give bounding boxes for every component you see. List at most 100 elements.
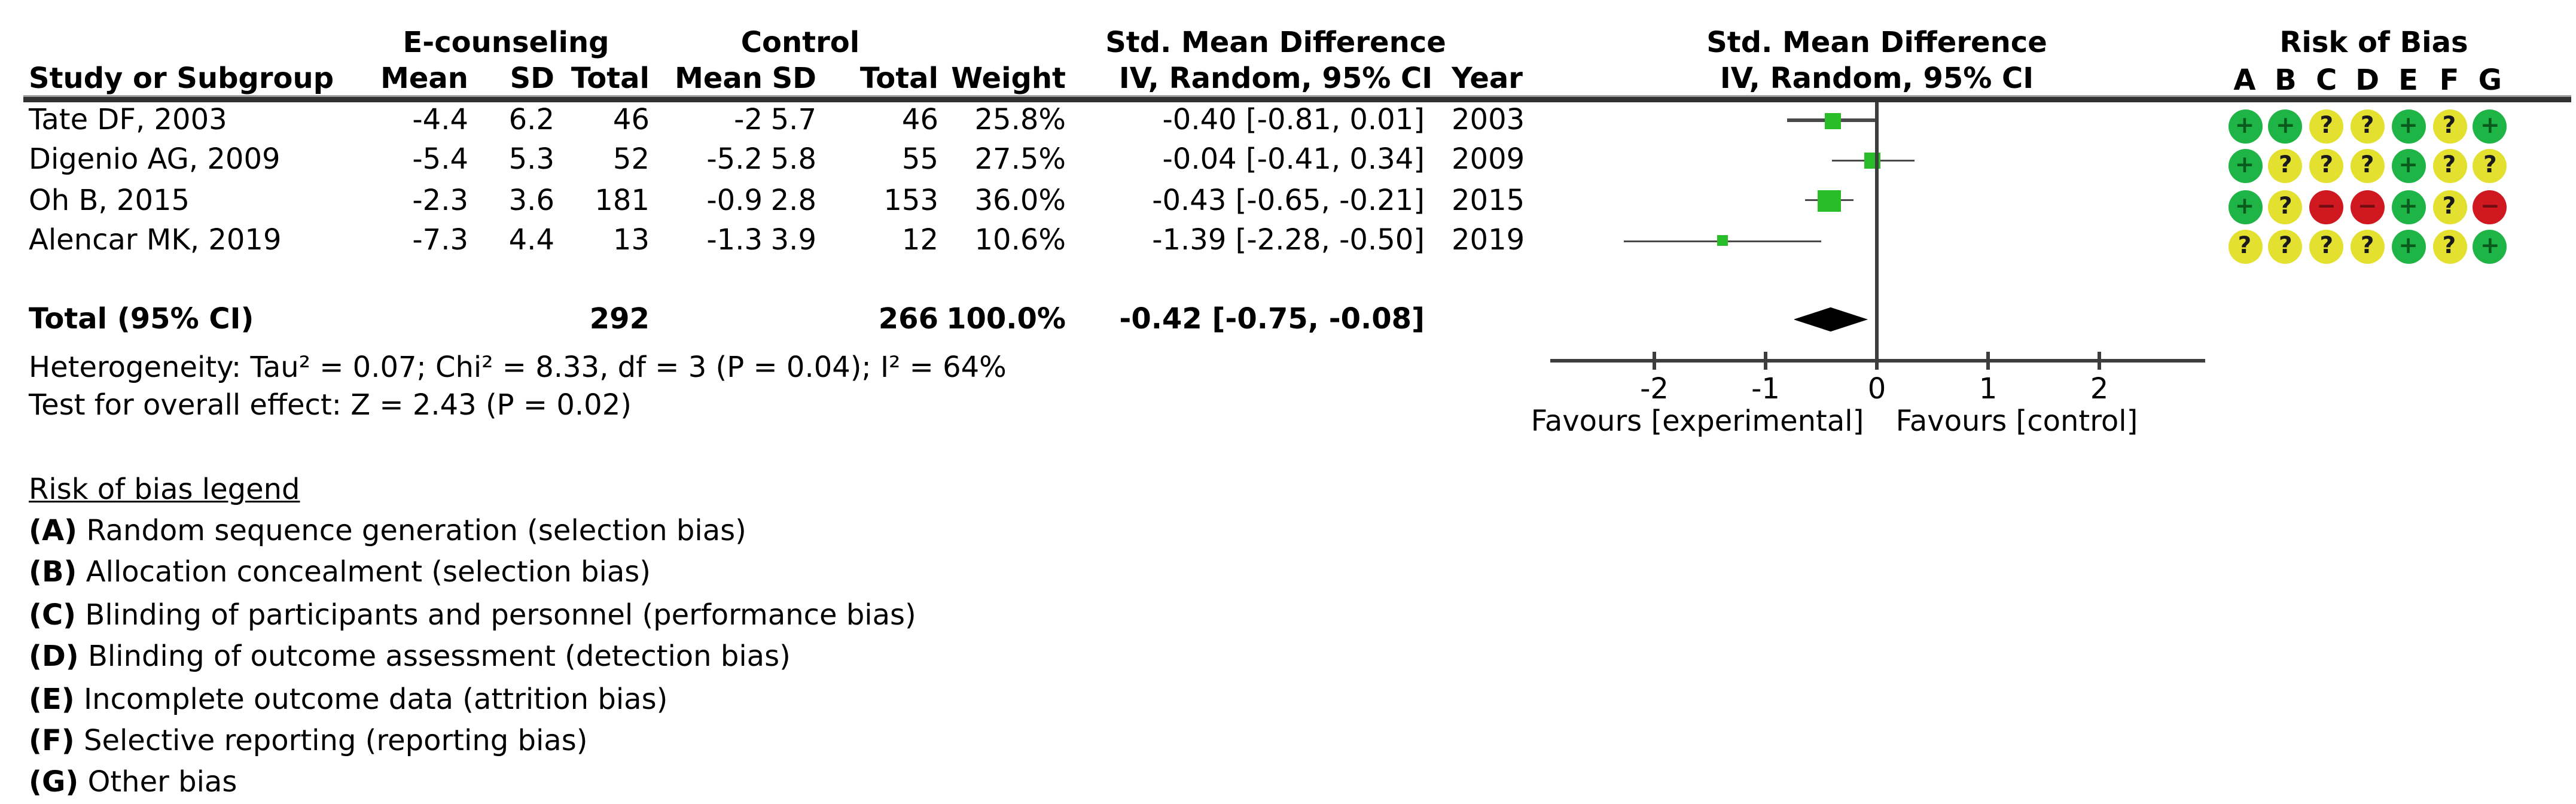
cell-ctl-total: 12 — [901, 223, 938, 257]
rob-circle-unclear: ? — [2432, 109, 2467, 144]
cell-ci-text: -1.39 [-2.28, -0.50] — [1152, 223, 1425, 257]
total-weight: 100.0% — [946, 302, 1066, 336]
axis-tick — [1653, 352, 1656, 370]
cell-exp-total: 181 — [595, 182, 650, 217]
axis-tick — [1764, 352, 1767, 370]
plot-ci-subtitle: IV, Random, 95% CI — [1720, 61, 2034, 95]
cell-ctl-sd: 2.8 — [770, 182, 816, 217]
rob-circle-unclear: ? — [2473, 150, 2507, 184]
cell-ctl-sd: 3.9 — [770, 223, 816, 257]
cell-ctl-total: 153 — [883, 182, 938, 217]
cell-ctl-sd: 5.7 — [770, 102, 816, 136]
rob-letter-b: B — [2275, 63, 2297, 97]
overall-effect-line: Test for overall effect: Z = 2.43 (P = 0… — [29, 388, 632, 422]
rob-circle-unclear: ? — [2268, 230, 2303, 264]
rob-circle-unclear: ? — [2309, 150, 2344, 184]
rob-circle-unclear: ? — [2432, 230, 2467, 264]
cell-exp-mean: -5.4 — [412, 142, 468, 177]
cell-exp-sd: 5.3 — [508, 142, 554, 177]
col-header-year: Year — [1452, 61, 1523, 95]
effect-square — [1818, 189, 1840, 212]
zero-line — [1875, 102, 1879, 363]
cell-exp-total: 46 — [612, 102, 650, 136]
group-header-control: Control — [740, 25, 860, 59]
total-ctl-n: 266 — [878, 302, 938, 336]
rob-legend-item-a: (A) Random sequence generation (selectio… — [29, 513, 746, 547]
rob-circle-high: − — [2309, 190, 2344, 224]
cell-weight: 36.0% — [974, 182, 1066, 217]
axis-tick-label: -2 — [1640, 370, 1669, 405]
rob-letter-d: D — [2355, 63, 2380, 97]
col-header-total-exp: Total — [571, 61, 650, 95]
rob-circle-unclear: ? — [2350, 150, 2385, 184]
effect-square — [1717, 236, 1727, 246]
cell-exp-mean: -4.4 — [412, 102, 468, 136]
axis-tick — [2098, 352, 2101, 370]
cell-year: 2019 — [1452, 223, 1525, 257]
header-rule-highlight — [23, 95, 2571, 98]
col-header-sd-ctl: SD — [772, 61, 816, 95]
col-header-ci: IV, Random, 95% CI — [1118, 61, 1433, 95]
cell-exp-mean: -7.3 — [412, 223, 468, 257]
cell-weight: 27.5% — [974, 142, 1066, 177]
cell-ctl-mean: -1.3 — [706, 223, 763, 257]
effect-square — [1824, 112, 1841, 129]
rob-circle-unclear: ? — [2268, 190, 2303, 224]
rob-circle-low: + — [2391, 150, 2426, 184]
rob-circle-unclear: ? — [2432, 150, 2467, 184]
rob-letter-g: G — [2478, 63, 2502, 97]
col-header-weight: Weight — [951, 61, 1066, 95]
cell-exp-total: 52 — [612, 142, 650, 177]
rob-circle-low: + — [2227, 190, 2262, 224]
cell-exp-sd: 4.4 — [508, 223, 554, 257]
axis-tick-label: 0 — [1867, 370, 1886, 405]
rob-letter-f: F — [2439, 63, 2459, 97]
rob-legend-item-c: (C) Blinding of participants and personn… — [29, 597, 916, 632]
col-header-mean-ctl: Mean — [675, 61, 763, 95]
rob-legend-item-f: (F) Selective reporting (reporting bias) — [29, 723, 588, 757]
cell-ctl-total: 55 — [901, 142, 938, 177]
rob-circle-low: + — [2473, 230, 2507, 264]
total-ci-text: -0.42 [-0.75, -0.08] — [1119, 302, 1425, 336]
rob-circle-low: + — [2473, 109, 2507, 144]
rob-circle-low: + — [2268, 109, 2303, 144]
rob-circle-low: + — [2391, 230, 2426, 264]
rob-circle-high: − — [2473, 190, 2507, 224]
cell-year: 2015 — [1452, 182, 1525, 217]
cell-exp-mean: -2.3 — [412, 182, 468, 217]
rob-letter-e: E — [2398, 63, 2418, 97]
cell-study-name: Tate DF, 2003 — [29, 102, 227, 136]
total-exp-n: 292 — [589, 302, 650, 336]
cell-ctl-mean: -5.2 — [706, 142, 763, 177]
rob-circle-low: + — [2227, 150, 2262, 184]
rob-circle-low: + — [2391, 109, 2426, 144]
cell-ctl-sd: 5.8 — [770, 142, 816, 177]
rob-circle-unclear: ? — [2268, 150, 2303, 184]
rob-legend-item-g: (G) Other bias — [29, 765, 237, 800]
col-header-mean-exp: Mean — [380, 61, 468, 95]
cell-ci-text: -0.04 [-0.41, 0.34] — [1162, 142, 1425, 177]
smd-plot-title: Std. Mean Difference — [1706, 25, 2047, 59]
rob-letter-a: A — [2233, 63, 2256, 97]
rob-legend-item-d: (D) Blinding of outcome assessment (dete… — [29, 639, 791, 674]
rob-circle-unclear: ? — [2350, 230, 2385, 264]
rob-circle-unclear: ? — [2227, 230, 2262, 264]
col-header-study: Study or Subgroup — [29, 61, 334, 95]
col-header-total-ctl: Total — [859, 61, 938, 95]
cell-ctl-total: 46 — [901, 102, 938, 136]
cell-ctl-mean: -0.9 — [706, 182, 763, 217]
axis-tick-label: -1 — [1751, 370, 1780, 405]
cell-ci-text: -0.43 [-0.65, -0.21] — [1152, 182, 1425, 217]
total-label: Total (95% CI) — [29, 302, 254, 336]
header-rule — [23, 97, 2571, 102]
risk-of-bias-title: Risk of Bias — [2279, 25, 2468, 59]
rob-circle-unclear: ? — [2432, 190, 2467, 224]
cell-weight: 25.8% — [974, 102, 1066, 136]
cell-year: 2009 — [1452, 142, 1525, 177]
cell-study-name: Alencar MK, 2019 — [29, 223, 282, 257]
rob-letter-c: C — [2316, 63, 2337, 97]
heterogeneity-line: Heterogeneity: Tau² = 0.07; Chi² = 8.33,… — [29, 350, 1007, 384]
cell-year: 2003 — [1452, 102, 1525, 136]
smd-column-title: Std. Mean Difference — [1105, 25, 1446, 59]
